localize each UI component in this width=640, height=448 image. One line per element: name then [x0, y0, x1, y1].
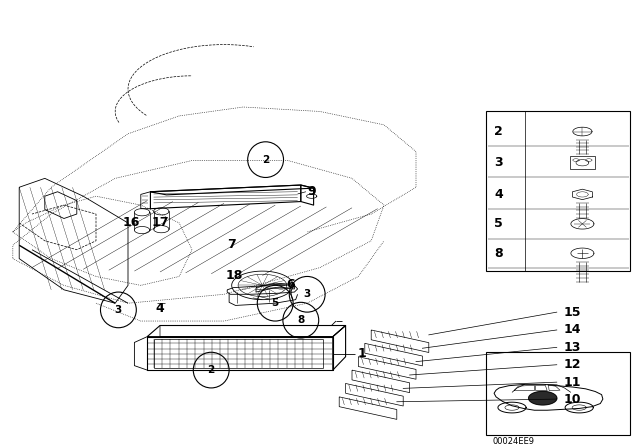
Bar	[486, 111, 630, 271]
Text: 10: 10	[563, 392, 580, 405]
Text: 5: 5	[494, 217, 503, 230]
Text: 18: 18	[225, 269, 243, 282]
Text: 15: 15	[563, 306, 580, 319]
Text: 5: 5	[271, 298, 279, 308]
Text: 3: 3	[115, 305, 122, 315]
Bar	[486, 352, 630, 435]
Text: 2: 2	[207, 365, 215, 375]
Text: 4: 4	[494, 188, 503, 201]
Text: 3: 3	[494, 156, 502, 169]
Text: 17: 17	[151, 215, 169, 228]
Text: 2: 2	[494, 125, 503, 138]
Text: 7: 7	[227, 238, 236, 251]
Bar	[570, 156, 595, 169]
Text: 14: 14	[563, 323, 580, 336]
Text: 2: 2	[262, 155, 269, 164]
Text: 16: 16	[122, 216, 140, 229]
Text: 8: 8	[297, 315, 305, 325]
Text: 12: 12	[563, 358, 580, 371]
Text: 11: 11	[563, 375, 580, 388]
Text: 1: 1	[357, 347, 366, 360]
Text: 4: 4	[156, 302, 164, 315]
Text: 00024EE9: 00024EE9	[493, 437, 535, 446]
Text: 3: 3	[303, 289, 311, 299]
Text: 8: 8	[494, 247, 502, 260]
Polygon shape	[529, 392, 557, 405]
Text: 13: 13	[563, 341, 580, 354]
Text: 6: 6	[286, 278, 294, 291]
Text: 9: 9	[307, 185, 316, 198]
